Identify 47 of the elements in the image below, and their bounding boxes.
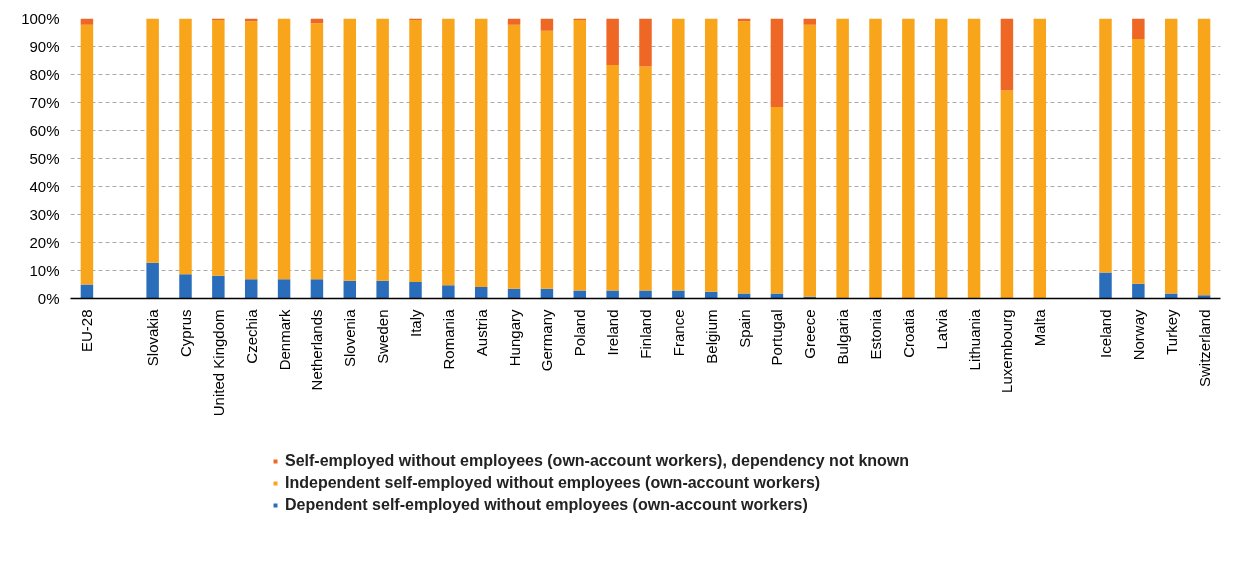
x-tick-label: Turkey bbox=[1162, 309, 1180, 355]
x-tick-label: Poland bbox=[571, 309, 589, 357]
y-tick-label: 30% bbox=[29, 206, 60, 223]
x-tick-label: Slovakia bbox=[144, 308, 162, 367]
x-tick-label: Malta bbox=[1031, 308, 1049, 347]
y-tick-label: 10% bbox=[29, 262, 60, 279]
x-tick-label: Italy bbox=[407, 309, 424, 338]
x-tick-label: Latvia bbox=[932, 308, 950, 350]
x-tick-label: United Kingdom bbox=[209, 309, 227, 417]
y-tick-label: 80% bbox=[29, 66, 60, 83]
x-tick-label: Lithuania bbox=[965, 308, 983, 371]
x-tick-label: Norway bbox=[1129, 309, 1147, 361]
y-tick-label: 20% bbox=[29, 234, 60, 251]
x-tick-label: Bulgaria bbox=[834, 308, 852, 365]
x-tick-label: Romania bbox=[439, 308, 457, 370]
x-tick-label: Czechia bbox=[242, 308, 260, 364]
x-tick-label: Greece bbox=[801, 309, 819, 359]
x-tick-label: Cyprus bbox=[177, 309, 194, 358]
x-tick-label: Slovenia bbox=[341, 308, 359, 368]
x-tick-label: Austria bbox=[472, 308, 490, 357]
legend-label: Independent self-employed without employees (own-account workers) bbox=[285, 474, 821, 492]
y-tick-label: 50% bbox=[29, 150, 60, 167]
x-tick-label: EU-28 bbox=[78, 309, 96, 353]
x-tick-label: Finland bbox=[637, 309, 654, 359]
y-tick-label: 60% bbox=[29, 122, 60, 139]
legend-label: Dependent self-employed without employees (own-account workers) bbox=[285, 496, 808, 514]
x-tick-label: France bbox=[669, 309, 687, 357]
x-tick-label: Portugal bbox=[768, 309, 786, 366]
x-tick-label: Netherlands bbox=[308, 309, 326, 391]
x-tick-label: Hungary bbox=[505, 309, 523, 367]
x-tick-label: Ireland bbox=[604, 309, 622, 356]
x-tick-label: Estonia bbox=[867, 308, 884, 360]
x-tick-label: Switzerland bbox=[1195, 309, 1213, 388]
y-tick-label: 70% bbox=[29, 94, 60, 111]
y-tick-label: 0% bbox=[37, 290, 60, 307]
legend-label: Self-employed without employees (own-account workers), dependency not known bbox=[285, 452, 910, 470]
x-tick-label: Belgium bbox=[702, 309, 720, 364]
x-tick-label: Croatia bbox=[899, 308, 917, 358]
x-tick-label: Spain bbox=[735, 309, 753, 348]
x-tick-label: Germany bbox=[538, 309, 556, 372]
y-tick-label: 90% bbox=[29, 38, 60, 55]
x-tick-label: Sweden bbox=[374, 309, 392, 364]
x-tick-label: Luxembourg bbox=[998, 309, 1016, 393]
y-tick-label: 40% bbox=[29, 178, 60, 195]
x-tick-label: Denmark bbox=[275, 309, 293, 371]
y-tick-label: 100% bbox=[21, 10, 60, 27]
x-tick-label: Iceland bbox=[1097, 309, 1114, 358]
